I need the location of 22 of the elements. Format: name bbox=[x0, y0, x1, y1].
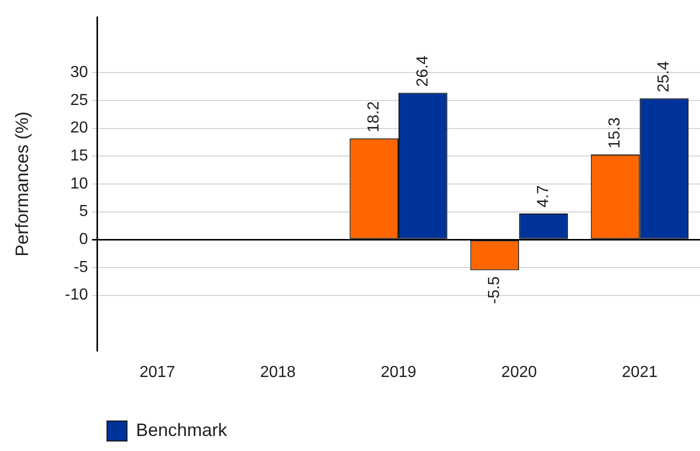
y-tick-label: 15 bbox=[70, 148, 88, 165]
y-tick-label: -10 bbox=[64, 286, 88, 304]
y-tick-label: 25 bbox=[70, 92, 88, 109]
y-tick-label: 10 bbox=[70, 175, 88, 192]
y-tick-label: 30 bbox=[70, 64, 88, 82]
x-tick-label: 2017 bbox=[140, 364, 176, 382]
data-label: 25.4 bbox=[656, 61, 673, 92]
x-tick-label: 2019 bbox=[380, 364, 416, 382]
data-label: 15.3 bbox=[606, 117, 624, 148]
y-tick-label: 5 bbox=[79, 203, 88, 220]
data-label: 26.4 bbox=[414, 55, 432, 87]
x-tick-label: 2018 bbox=[260, 364, 296, 382]
y-tick-label: 20 bbox=[70, 120, 88, 137]
x-tick-label: 2020 bbox=[501, 364, 537, 382]
y-tick-label: -5 bbox=[74, 258, 88, 276]
x-tick-label: 2021 bbox=[622, 364, 658, 382]
data-label: 18.2 bbox=[365, 101, 382, 132]
legend-label: Benchmark bbox=[136, 420, 228, 440]
data-label: 4.7 bbox=[534, 185, 552, 208]
y-tick-label: 0 bbox=[79, 231, 88, 248]
y-axis-title: Performances (%) bbox=[12, 111, 32, 257]
data-label: -5.5 bbox=[486, 276, 504, 304]
